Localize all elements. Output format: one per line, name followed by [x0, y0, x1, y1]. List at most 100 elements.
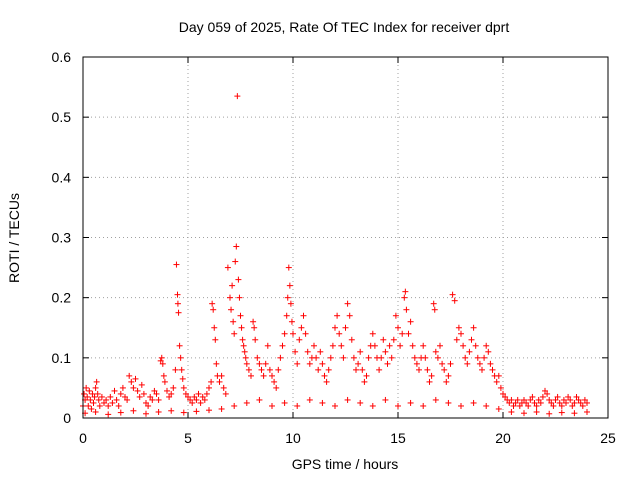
- data-point: [119, 384, 126, 391]
- data-point: [161, 378, 168, 385]
- data-point: [336, 330, 343, 337]
- y-tick-label: 0.6: [52, 49, 72, 65]
- data-point: [185, 393, 191, 400]
- data-point: [143, 410, 149, 417]
- data-point: [250, 318, 257, 325]
- data-point: [177, 354, 184, 361]
- data-point: [544, 390, 551, 397]
- data-point: [428, 372, 435, 379]
- data-point: [350, 354, 357, 361]
- data-point: [327, 354, 334, 361]
- data-point: [287, 300, 294, 307]
- data-point: [359, 366, 366, 373]
- data-point: [521, 410, 527, 417]
- data-point: [512, 399, 519, 406]
- data-point: [302, 330, 309, 337]
- data-point: [252, 336, 259, 343]
- data-point: [210, 306, 217, 313]
- data-point: [227, 294, 233, 301]
- x-tick-label: 15: [390, 430, 406, 446]
- data-point: [168, 407, 175, 414]
- data-point: [550, 402, 557, 409]
- data-point: [468, 336, 475, 343]
- data-point: [306, 360, 313, 367]
- data-point: [199, 393, 206, 400]
- data-point: [573, 393, 580, 400]
- data-point: [195, 390, 202, 397]
- data-point: [292, 348, 299, 355]
- data-point: [126, 372, 133, 379]
- data-point: [233, 243, 240, 250]
- data-point: [160, 372, 167, 379]
- data-point: [103, 396, 110, 403]
- data-point: [85, 402, 92, 409]
- data-point: [239, 336, 246, 343]
- data-point: [409, 342, 416, 349]
- data-point: [390, 336, 397, 343]
- data-point: [483, 342, 490, 349]
- data-point: [170, 384, 177, 391]
- data-point: [472, 342, 479, 349]
- data-point: [93, 378, 100, 385]
- data-point: [290, 330, 296, 337]
- data-point: [581, 396, 588, 403]
- data-point: [431, 306, 438, 313]
- data-point: [422, 354, 429, 361]
- data-point: [344, 396, 351, 403]
- data-point: [407, 399, 414, 406]
- data-point: [497, 384, 504, 391]
- data-point: [483, 402, 490, 409]
- data-point: [386, 342, 393, 349]
- gridlines: [83, 57, 608, 418]
- data-point: [178, 366, 185, 373]
- x-axis-title: GPS time / hours: [292, 456, 399, 472]
- data-point: [462, 354, 469, 361]
- data-point: [558, 409, 565, 416]
- data-point: [145, 402, 152, 409]
- data-point: [432, 396, 439, 403]
- data-point: [286, 282, 293, 289]
- data-point: [166, 393, 173, 400]
- data-point: [117, 409, 124, 416]
- data-point: [376, 366, 383, 373]
- data-point: [565, 393, 572, 400]
- data-point: [508, 396, 515, 403]
- data-point: [470, 399, 477, 406]
- data-point: [516, 402, 523, 409]
- data-point: [355, 360, 362, 367]
- data-point: [399, 330, 406, 337]
- y-tick-label: 0.1: [52, 350, 72, 366]
- data-point: [458, 402, 464, 409]
- data-point: [525, 402, 532, 409]
- data-point: [180, 409, 187, 416]
- data-point: [113, 396, 120, 403]
- data-point: [122, 393, 128, 400]
- data-point: [180, 384, 187, 391]
- data-point: [460, 342, 467, 349]
- data-point: [571, 399, 578, 406]
- data-point: [332, 324, 338, 331]
- data-point: [315, 366, 322, 373]
- data-point: [521, 396, 527, 403]
- data-point: [251, 324, 258, 331]
- data-point: [420, 402, 427, 409]
- data-point: [266, 366, 273, 373]
- data-point: [228, 306, 235, 313]
- data-point: [230, 318, 237, 325]
- data-point: [342, 324, 349, 331]
- data-point: [281, 330, 288, 337]
- x-tick-label: 20: [495, 430, 511, 446]
- data-point: [466, 348, 473, 355]
- data-point: [256, 360, 263, 367]
- data-point: [539, 393, 546, 400]
- data-point: [430, 300, 437, 307]
- data-point: [236, 294, 243, 301]
- data-point: [256, 396, 263, 403]
- data-point: [384, 360, 391, 367]
- data-point: [402, 288, 409, 295]
- x-tick-label: 0: [79, 430, 87, 446]
- data-point: [90, 399, 97, 406]
- data-point: [206, 384, 212, 391]
- data-point: [264, 342, 271, 349]
